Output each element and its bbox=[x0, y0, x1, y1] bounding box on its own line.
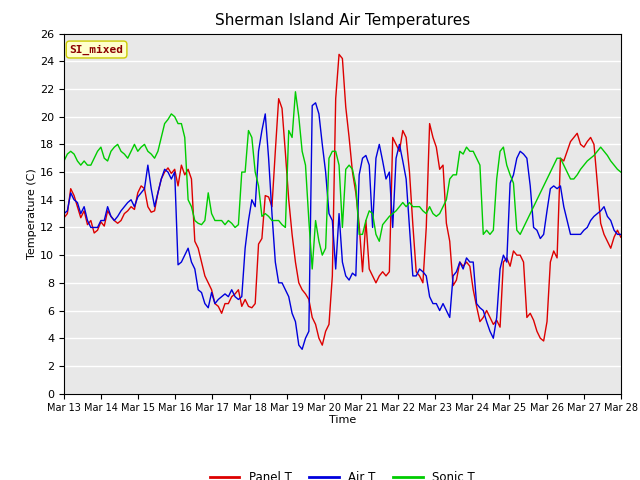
Sonic T bbox=[345, 162, 353, 168]
Air T bbox=[312, 100, 319, 106]
Line: Sonic T: Sonic T bbox=[64, 92, 621, 269]
Sonic T bbox=[433, 214, 440, 219]
Line: Air T: Air T bbox=[64, 103, 621, 349]
Air T bbox=[617, 231, 625, 237]
Title: Sherman Island Air Temperatures: Sherman Island Air Temperatures bbox=[215, 13, 470, 28]
Air T bbox=[433, 300, 440, 306]
Sonic T bbox=[138, 144, 145, 150]
Panel T bbox=[335, 51, 343, 57]
Panel T bbox=[60, 215, 68, 221]
Sonic T bbox=[308, 266, 316, 272]
Air T bbox=[258, 128, 266, 133]
Panel T bbox=[319, 342, 326, 348]
Air T bbox=[134, 194, 141, 200]
Air T bbox=[138, 190, 145, 196]
Air T bbox=[345, 277, 353, 283]
Panel T bbox=[617, 234, 625, 240]
Sonic T bbox=[258, 214, 266, 219]
X-axis label: Time: Time bbox=[329, 415, 356, 425]
Panel T bbox=[258, 236, 266, 241]
Panel T bbox=[352, 190, 360, 196]
Panel T bbox=[138, 183, 145, 189]
Text: SI_mixed: SI_mixed bbox=[70, 44, 124, 55]
Sonic T bbox=[60, 158, 68, 164]
Line: Panel T: Panel T bbox=[64, 54, 621, 345]
Y-axis label: Temperature (C): Temperature (C) bbox=[28, 168, 37, 259]
Sonic T bbox=[617, 169, 625, 175]
Air T bbox=[352, 273, 360, 279]
Panel T bbox=[134, 190, 141, 196]
Sonic T bbox=[352, 183, 360, 189]
Panel T bbox=[433, 144, 440, 150]
Air T bbox=[60, 211, 68, 216]
Legend: Panel T, Air T, Sonic T: Panel T, Air T, Sonic T bbox=[205, 466, 480, 480]
Sonic T bbox=[292, 89, 300, 95]
Sonic T bbox=[134, 148, 141, 154]
Air T bbox=[298, 347, 306, 352]
Panel T bbox=[345, 134, 353, 140]
